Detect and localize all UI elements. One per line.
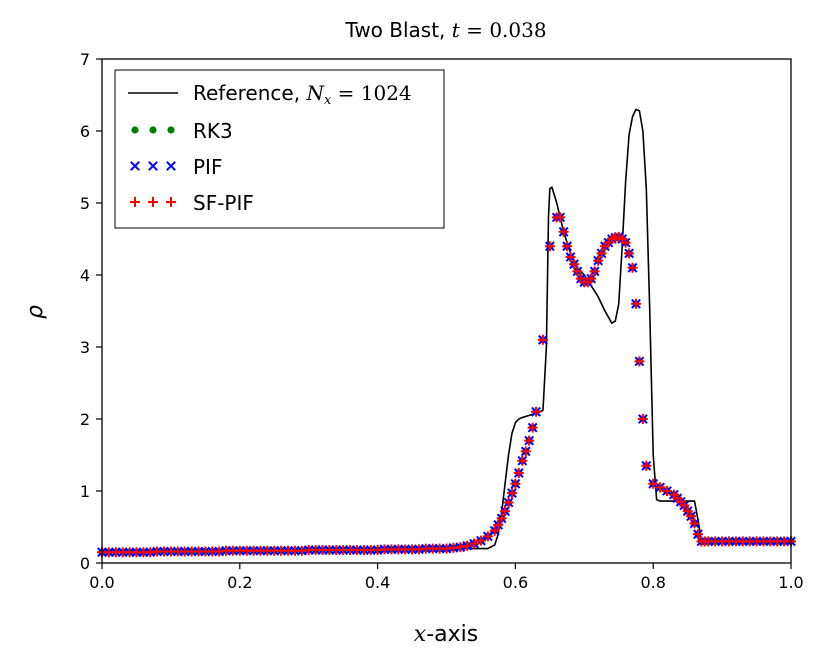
sf-pif-point bbox=[620, 237, 631, 248]
chart-title-value: 0.038 bbox=[489, 18, 546, 42]
legend-sfpif-plus bbox=[148, 197, 158, 207]
legend: Reference, Nx = 1024 RK3 PIF SF-PIF bbox=[114, 69, 445, 229]
sf-pif-point bbox=[655, 482, 666, 493]
x-tick-label: 0.6 bbox=[503, 573, 528, 592]
x-axis-label-var: x bbox=[414, 622, 427, 647]
legend-sfpif-plus bbox=[130, 197, 140, 207]
legend-reference-sub: x bbox=[324, 93, 332, 108]
y-tick-label: 3 bbox=[80, 338, 90, 357]
y-tick-label: 0 bbox=[80, 554, 90, 573]
sf-pif-point bbox=[568, 259, 579, 270]
sf-pif-point bbox=[469, 538, 480, 549]
x-axis-label: x-axis bbox=[414, 622, 478, 647]
legend-rk3-label: RK3 bbox=[193, 119, 233, 143]
sf-pif-point bbox=[524, 435, 535, 446]
sf-pif-point bbox=[562, 241, 573, 252]
legend-pif-symbol bbox=[130, 161, 176, 171]
sf-pif-point bbox=[565, 252, 576, 262]
legend-reference-text: Reference, bbox=[193, 81, 306, 105]
sf-pif-point bbox=[634, 356, 645, 367]
sf-pif-point bbox=[517, 455, 528, 466]
legend-reference-eq: = 1024 bbox=[331, 81, 411, 105]
sf-pif-point bbox=[462, 540, 473, 551]
sf-pif-point bbox=[537, 334, 548, 345]
sf-pif-point bbox=[648, 478, 659, 489]
sf-pif-point bbox=[686, 511, 697, 522]
sf-pif-point bbox=[475, 535, 486, 546]
axis-ticks: 0.0 0.2 0.4 0.6 0.8 1.0 0 1 2 3 4 5 6 7 bbox=[80, 50, 804, 592]
chart-title-eq: = bbox=[460, 18, 489, 42]
y-tick-label: 6 bbox=[80, 122, 90, 141]
pif-series bbox=[97, 212, 796, 558]
sf-pif-point bbox=[641, 460, 652, 471]
chart-title-prefix: Two Blast, bbox=[344, 18, 451, 42]
x-tick-label: 0.4 bbox=[365, 573, 390, 592]
legend-pif-cross bbox=[130, 161, 140, 171]
sf-pif-series bbox=[97, 212, 796, 558]
sf-pif-point bbox=[630, 298, 641, 309]
legend-sfpif-plus bbox=[166, 197, 176, 207]
x-tick-label: 0.2 bbox=[227, 573, 252, 592]
legend-pif-cross bbox=[166, 161, 176, 171]
legend-pif-cross bbox=[148, 161, 158, 171]
sf-pif-point bbox=[503, 497, 514, 508]
sf-pif-point bbox=[682, 506, 693, 517]
y-tick-label: 1 bbox=[80, 482, 90, 501]
sf-pif-point bbox=[572, 266, 583, 277]
legend-rk3-dot bbox=[131, 126, 139, 134]
rk3-series bbox=[98, 213, 795, 556]
sf-pif-point bbox=[520, 446, 531, 457]
chart-title-var: t bbox=[452, 18, 461, 42]
sf-pif-point bbox=[531, 406, 542, 417]
sf-pif-point bbox=[596, 248, 607, 259]
sf-pif-point bbox=[661, 486, 672, 496]
sf-pif-point bbox=[455, 542, 466, 553]
x-tick-label: 1.0 bbox=[778, 573, 803, 592]
legend-reference-label: Reference, Nx = 1024 bbox=[193, 81, 412, 108]
sf-pif-point bbox=[627, 262, 638, 273]
legend-sfpif-label: SF-PIF bbox=[193, 191, 254, 215]
legend-pif-label: PIF bbox=[193, 155, 222, 179]
plot-frame bbox=[101, 58, 792, 564]
legend-sfpif-symbol bbox=[130, 197, 176, 207]
marker-layer bbox=[97, 212, 796, 558]
sf-pif-point bbox=[544, 241, 555, 252]
sf-pif-point bbox=[506, 488, 517, 499]
y-axis-label: ρ bbox=[23, 305, 48, 319]
x-axis-label-rest: -axis bbox=[426, 622, 478, 647]
legend-rk3-dot bbox=[167, 126, 175, 134]
sf-pif-point bbox=[589, 266, 600, 277]
x-tick-label: 0.8 bbox=[640, 573, 665, 592]
y-tick-label: 2 bbox=[80, 410, 90, 429]
sf-pif-point bbox=[558, 226, 569, 237]
sf-pif-point bbox=[555, 212, 566, 223]
y-tick-label: 4 bbox=[80, 266, 90, 285]
sf-pif-point bbox=[624, 248, 635, 259]
chart-title: Two Blast, t = 0.038 bbox=[344, 18, 546, 42]
sf-pif-point bbox=[692, 529, 703, 540]
sf-pif-point bbox=[637, 414, 648, 424]
sf-pif-point bbox=[586, 273, 597, 284]
legend-rk3-dot bbox=[149, 126, 157, 134]
legend-reference-var: N bbox=[305, 81, 325, 105]
legend-rk3-symbol bbox=[131, 126, 175, 134]
sf-pif-point bbox=[513, 468, 524, 478]
sf-pif-point bbox=[510, 478, 521, 489]
y-tick-label: 7 bbox=[80, 50, 90, 69]
sf-pif-point bbox=[527, 422, 538, 433]
x-tick-label: 0.0 bbox=[89, 573, 114, 592]
sf-pif-point bbox=[679, 500, 690, 511]
sf-pif-point bbox=[482, 531, 493, 542]
sf-pif-point bbox=[593, 255, 604, 266]
sf-pif-point bbox=[489, 525, 500, 536]
sf-pif-point bbox=[500, 506, 511, 517]
sf-pif-point bbox=[689, 518, 700, 529]
sf-pif-point bbox=[493, 519, 504, 530]
sf-pif-point bbox=[496, 513, 507, 524]
y-tick-label: 5 bbox=[80, 194, 90, 213]
